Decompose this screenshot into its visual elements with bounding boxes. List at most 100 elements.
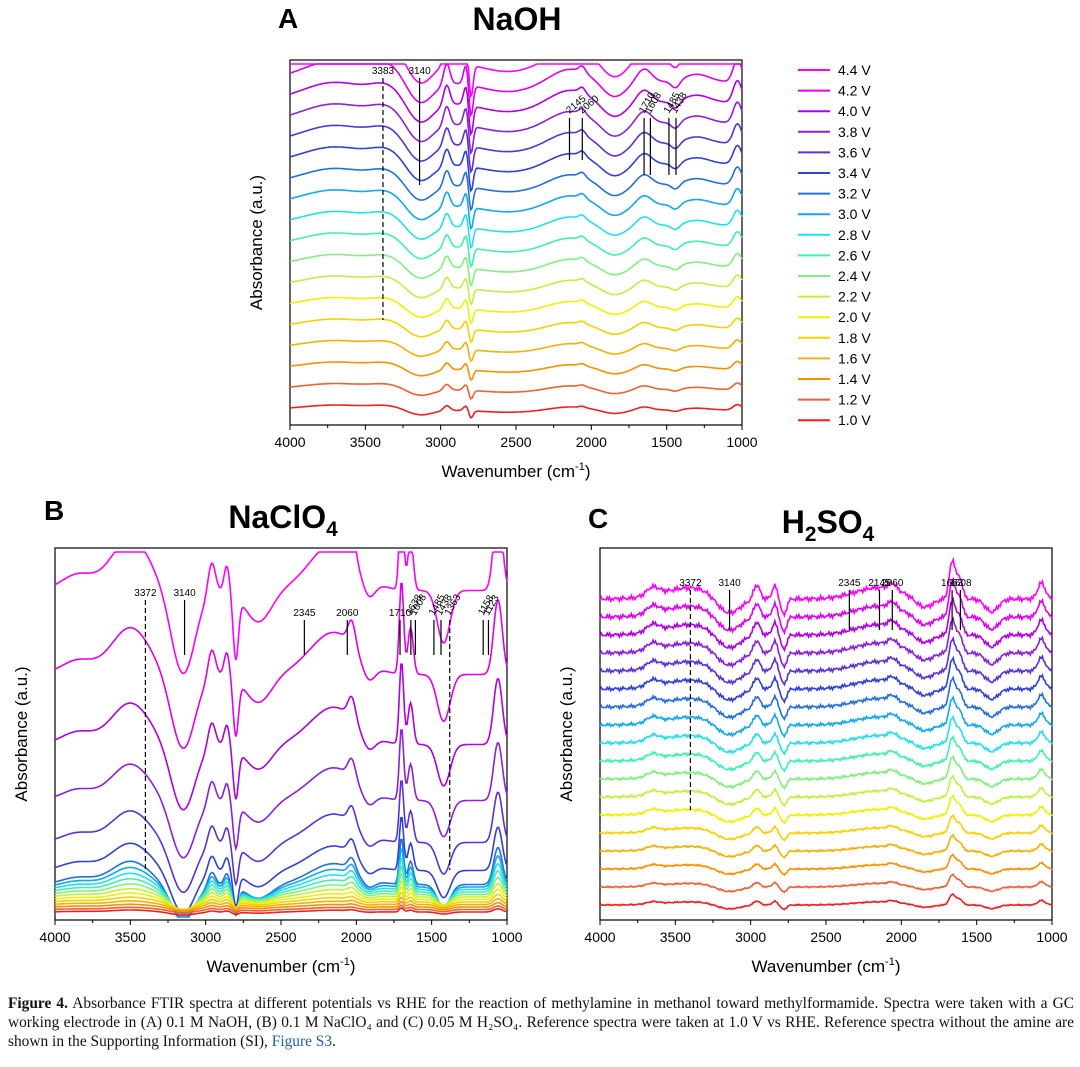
- panel-c-series-2.8 V: [599, 714, 1053, 756]
- legend-label: 1.6 V: [838, 350, 871, 366]
- panel-b-series-2.4 V: [54, 873, 508, 912]
- panel-b-xtick-label: 3500: [115, 929, 146, 945]
- panel-b-xtick-label: 1500: [416, 929, 447, 945]
- panel-b-series-4.2 V: [54, 582, 508, 749]
- panel-a-xtick-label: 2500: [500, 434, 531, 450]
- figure-4: A NaOH 4000 3500 3000 2500 2000 1500 1000 Wavenum…: [12, 1, 1068, 976]
- legend-label: 4.2 V: [838, 83, 871, 99]
- panel-c-xtick-label: 3000: [735, 929, 766, 945]
- panel-b-series-2.8 V: [54, 857, 508, 916]
- panel-b-xtick-label: 3000: [190, 929, 221, 945]
- panel-b-series-1.4 V: [55, 901, 508, 913]
- panel-b-series-1.8 V: [54, 891, 508, 911]
- legend-label: 1.0 V: [838, 412, 871, 428]
- panel-a-series-1.8 V: [289, 317, 743, 344]
- panel-c-annot-label-2145: 2145: [868, 578, 891, 589]
- panel-c-annot-label-2345: 2345: [838, 578, 861, 589]
- legend-label: 1.4 V: [838, 371, 871, 387]
- panel-b-series-2.2 V: [54, 880, 508, 911]
- panel-c-series-4.4 V: [599, 556, 1053, 619]
- panel-c-annot-label-2060: 2060: [881, 578, 904, 589]
- legend-label: 3.6 V: [838, 144, 871, 160]
- panel-a-annot-label-3383: 3383: [372, 66, 395, 77]
- panel-a-series-1.6 V: [289, 338, 743, 363]
- panel-a-xtick-label: 1000: [726, 434, 757, 450]
- panel-c-annot-label-1663: 1663: [941, 578, 964, 589]
- panel-c-series-4.0 V: [599, 596, 1053, 653]
- panel-a-annot-label-3140: 3140: [408, 66, 431, 77]
- panel-c-series-1.0 V: [599, 892, 1053, 911]
- panel-b-annot-label-1608: 1608: [408, 592, 429, 617]
- panel-a-series-2.0 V: [289, 295, 743, 325]
- legend-label: 3.4 V: [838, 165, 871, 181]
- panel-b-series-4.0 V: [54, 663, 508, 811]
- panel-c-ylabel: Absorbance (a.u.): [557, 666, 576, 801]
- panel-c-series-4.2 V: [599, 576, 1053, 636]
- panel-c-xtick-label: 3500: [660, 929, 691, 945]
- panel-b-title: NaClO4: [228, 499, 338, 541]
- panel-c-xtick-label: 2000: [886, 929, 917, 945]
- panel-a-xtick-label: 3000: [425, 434, 456, 450]
- caption-link-figure-s3[interactable]: Figure S3: [271, 1033, 333, 1050]
- panel-b-series-3.4 V: [54, 816, 508, 915]
- panel-c-xtick-label: 2500: [810, 929, 841, 945]
- panel-b-xtick-label: 1000: [491, 929, 522, 945]
- panel-c-xtick-label: 4000: [584, 929, 615, 945]
- panel-b-series-3.2 V: [54, 838, 508, 918]
- legend-label: 3.0 V: [838, 206, 871, 222]
- legend-label: 3.2 V: [838, 186, 871, 202]
- panel-c-series-1.6 V: [599, 833, 1053, 859]
- panel-a-series-4.0 V: [289, 79, 743, 137]
- panel-a-series-1.4 V: [289, 360, 743, 382]
- panel-a-series-2.4 V: [289, 252, 743, 287]
- panel-c-annot-label-3140: 3140: [718, 578, 741, 589]
- panel-a-title: NaOH: [473, 1, 562, 37]
- panel-b-xlabel: Wavenumber (cm-1): [207, 956, 356, 976]
- panel-c-annot-label-1608: 1608: [949, 578, 972, 589]
- panel-c-series-1.2 V: [599, 873, 1053, 894]
- legend-label: 1.2 V: [838, 392, 871, 408]
- panel-c-series-2.4 V: [599, 754, 1053, 791]
- panel-c-series-1.4 V: [599, 853, 1053, 877]
- figure-caption: Figure 4. Absorbance FTIR spectra at dif…: [8, 994, 1074, 1051]
- legend-label: 2.8 V: [838, 227, 871, 243]
- panel-b-annot-label-3372: 3372: [134, 588, 157, 599]
- panel-c-frame: [599, 547, 1053, 921]
- panel-c-series-2.6 V: [599, 734, 1053, 773]
- panel-b-series-3.8 V: [54, 729, 508, 859]
- panel-a-series-2.8 V: [289, 209, 743, 250]
- legend-label: 2.6 V: [838, 247, 871, 263]
- legend-label: 4.0 V: [838, 103, 871, 119]
- panel-a-series-1.0 V: [289, 403, 743, 419]
- panel-b-series-1.0 V: [55, 907, 508, 916]
- panel-b-series-1.2 V: [54, 904, 508, 914]
- panel-a-letter: A: [278, 3, 298, 34]
- panel-c-series-3.2 V: [599, 675, 1053, 722]
- panel-a-xtick-label: 4000: [274, 434, 305, 450]
- legend-label: 3.8 V: [838, 124, 871, 140]
- panel-b-series-1.6 V: [55, 896, 508, 911]
- caption-text: Absorbance FTIR spectra at different pot…: [8, 995, 1074, 1050]
- caption-end: .: [332, 1033, 336, 1050]
- panel-c-letter: C: [588, 503, 608, 534]
- panel-a-xtick-label: 3500: [350, 434, 381, 450]
- panel-b-series-3.6 V: [54, 780, 508, 894]
- legend-label: 4.4 V: [838, 62, 871, 78]
- legend-label: 2.2 V: [838, 289, 871, 305]
- panel-c-series-2.0 V: [599, 794, 1053, 825]
- panel-c-xlabel: Wavenumber (cm-1): [752, 956, 901, 976]
- panel-c-series-2.2 V: [599, 774, 1053, 808]
- panel-a-series-2.6 V: [289, 230, 743, 269]
- panel-a-xtick-label: 2000: [576, 434, 607, 450]
- panel-b-xtick-label: 2500: [265, 929, 296, 945]
- panel-c-series-3.0 V: [599, 695, 1053, 739]
- panel-c-series-1.8 V: [599, 813, 1053, 842]
- panel-a-xlabel: Wavenumber (cm-1): [442, 461, 591, 481]
- panel-c-series-3.6 V: [599, 635, 1053, 687]
- panel-c-xtick-label: 1500: [961, 929, 992, 945]
- panel-b-letter: B: [44, 495, 64, 526]
- panel-b-annot-label-3140: 3140: [173, 588, 196, 599]
- legend-label: 1.8 V: [838, 330, 871, 346]
- legend-label: 2.4 V: [838, 268, 871, 284]
- panel-a-series-2.2 V: [289, 274, 743, 306]
